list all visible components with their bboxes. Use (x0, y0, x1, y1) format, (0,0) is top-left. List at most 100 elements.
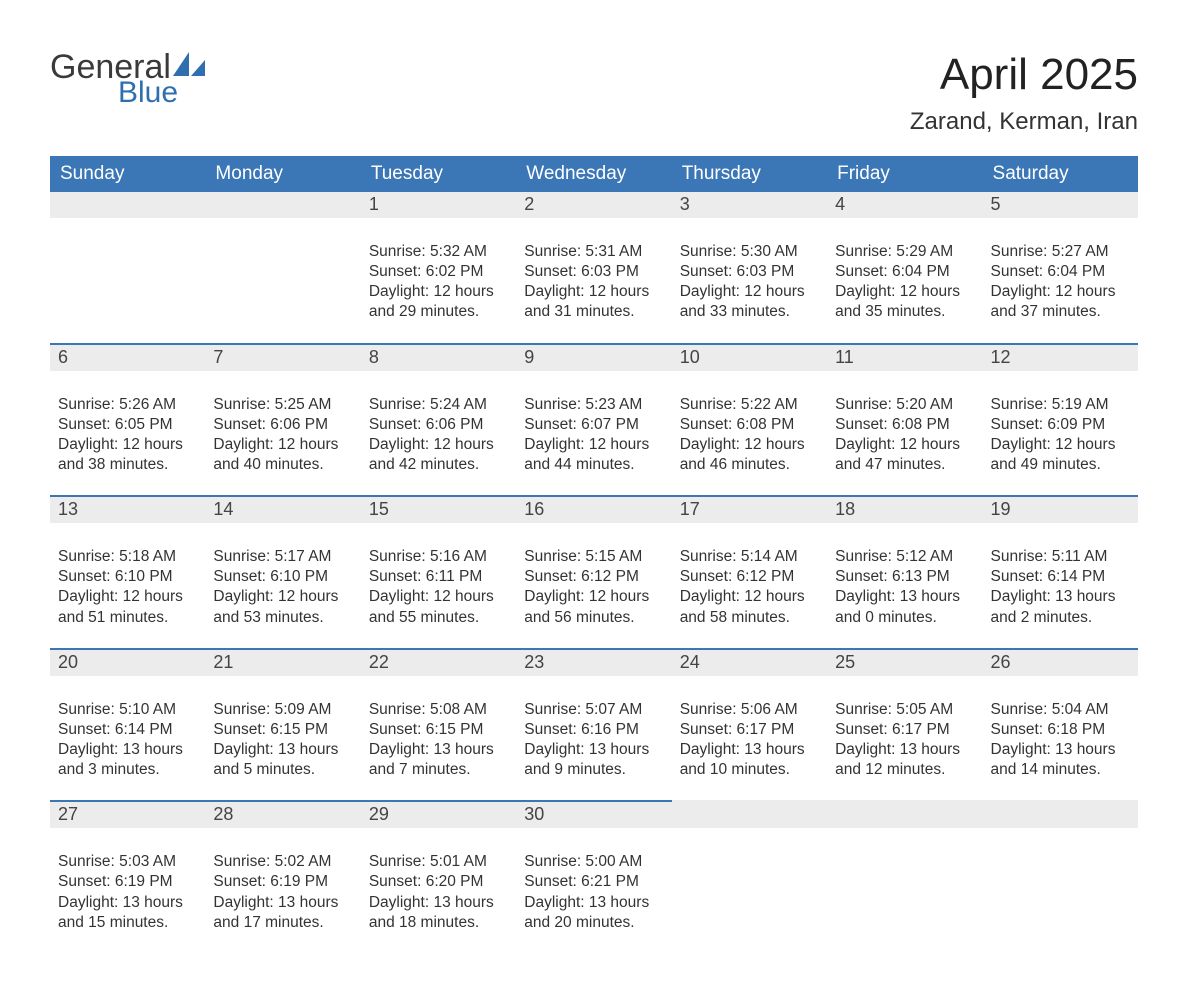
day-number: 3 (672, 192, 827, 218)
sunset-line: Sunset: 6:11 PM (369, 567, 508, 587)
day-number (827, 800, 982, 828)
calendar-page: General Blue April 2025 Zarand, Kerman, … (0, 0, 1188, 983)
day-cell: Sunrise: 5:20 AMSunset: 6:08 PMDaylight:… (827, 391, 982, 496)
month-title: April 2025 (910, 50, 1138, 100)
day-number: 14 (205, 495, 360, 523)
weekday-header: Thursday (672, 156, 827, 192)
sunset-line: Sunset: 6:16 PM (524, 720, 663, 740)
daylight-line: Daylight: 12 hours and 40 minutes. (213, 435, 352, 475)
day-cell: Sunrise: 5:06 AMSunset: 6:17 PMDaylight:… (672, 696, 827, 801)
weekday-header: Friday (827, 156, 982, 192)
sunrise-line: Sunrise: 5:25 AM (213, 395, 352, 415)
daylight-line: Daylight: 13 hours and 14 minutes. (991, 740, 1130, 780)
calendar-table: SundayMondayTuesdayWednesdayThursdayFrid… (50, 156, 1138, 953)
sunrise-line: Sunrise: 5:03 AM (58, 852, 197, 872)
daylight-line: Daylight: 12 hours and 42 minutes. (369, 435, 508, 475)
sunrise-line: Sunrise: 5:02 AM (213, 852, 352, 872)
page-header: General Blue April 2025 Zarand, Kerman, … (50, 50, 1138, 136)
sunrise-line: Sunrise: 5:18 AM (58, 547, 197, 567)
sunset-line: Sunset: 6:02 PM (369, 262, 508, 282)
sunset-line: Sunset: 6:21 PM (524, 872, 663, 892)
day-cell: Sunrise: 5:19 AMSunset: 6:09 PMDaylight:… (983, 391, 1138, 496)
day-number: 22 (361, 648, 516, 676)
day-cell: Sunrise: 5:32 AMSunset: 6:02 PMDaylight:… (361, 238, 516, 343)
day-cell: Sunrise: 5:08 AMSunset: 6:15 PMDaylight:… (361, 696, 516, 801)
day-cell: Sunrise: 5:18 AMSunset: 6:10 PMDaylight:… (50, 543, 205, 648)
day-number: 8 (361, 343, 516, 371)
daylight-line: Daylight: 12 hours and 55 minutes. (369, 587, 508, 627)
sunset-line: Sunset: 6:12 PM (524, 567, 663, 587)
sunset-line: Sunset: 6:03 PM (524, 262, 663, 282)
sunrise-line: Sunrise: 5:10 AM (58, 700, 197, 720)
sunset-line: Sunset: 6:08 PM (680, 415, 819, 435)
day-number: 12 (983, 343, 1138, 371)
daylight-line: Daylight: 13 hours and 2 minutes. (991, 587, 1130, 627)
day-cell: Sunrise: 5:16 AMSunset: 6:11 PMDaylight:… (361, 543, 516, 648)
day-cell (50, 238, 205, 343)
day-cell (827, 848, 982, 953)
day-number: 9 (516, 343, 671, 371)
daylight-line: Daylight: 13 hours and 0 minutes. (835, 587, 974, 627)
day-number: 29 (361, 800, 516, 828)
daylight-line: Daylight: 12 hours and 38 minutes. (58, 435, 197, 475)
sunset-line: Sunset: 6:04 PM (991, 262, 1130, 282)
sunrise-line: Sunrise: 5:23 AM (524, 395, 663, 415)
day-cell: Sunrise: 5:04 AMSunset: 6:18 PMDaylight:… (983, 696, 1138, 801)
daylight-line: Daylight: 13 hours and 12 minutes. (835, 740, 974, 780)
sunrise-line: Sunrise: 5:01 AM (369, 852, 508, 872)
day-number: 2 (516, 192, 671, 218)
sunset-line: Sunset: 6:12 PM (680, 567, 819, 587)
sunrise-line: Sunrise: 5:12 AM (835, 547, 974, 567)
day-cell: Sunrise: 5:12 AMSunset: 6:13 PMDaylight:… (827, 543, 982, 648)
calendar-header-row: SundayMondayTuesdayWednesdayThursdayFrid… (50, 156, 1138, 192)
sunrise-line: Sunrise: 5:09 AM (213, 700, 352, 720)
day-number: 10 (672, 343, 827, 371)
day-cell: Sunrise: 5:29 AMSunset: 6:04 PMDaylight:… (827, 238, 982, 343)
daylight-line: Daylight: 13 hours and 3 minutes. (58, 740, 197, 780)
sunset-line: Sunset: 6:19 PM (58, 872, 197, 892)
sunset-line: Sunset: 6:14 PM (58, 720, 197, 740)
sunset-line: Sunset: 6:15 PM (213, 720, 352, 740)
sunset-line: Sunset: 6:19 PM (213, 872, 352, 892)
daylight-line: Daylight: 13 hours and 15 minutes. (58, 893, 197, 933)
sunrise-line: Sunrise: 5:11 AM (991, 547, 1130, 567)
day-number: 21 (205, 648, 360, 676)
day-cell (983, 848, 1138, 953)
sunset-line: Sunset: 6:04 PM (835, 262, 974, 282)
weekday-header: Tuesday (361, 156, 516, 192)
daylight-line: Daylight: 12 hours and 46 minutes. (680, 435, 819, 475)
day-number: 16 (516, 495, 671, 523)
day-number: 30 (516, 800, 671, 828)
sunrise-line: Sunrise: 5:07 AM (524, 700, 663, 720)
day-number: 24 (672, 648, 827, 676)
day-cell (672, 848, 827, 953)
day-number: 27 (50, 800, 205, 828)
sunset-line: Sunset: 6:09 PM (991, 415, 1130, 435)
day-number: 4 (827, 192, 982, 218)
day-cell (205, 238, 360, 343)
weekday-header: Saturday (983, 156, 1138, 192)
sunrise-line: Sunrise: 5:14 AM (680, 547, 819, 567)
sunset-line: Sunset: 6:06 PM (213, 415, 352, 435)
daylight-line: Daylight: 13 hours and 20 minutes. (524, 893, 663, 933)
sunrise-line: Sunrise: 5:15 AM (524, 547, 663, 567)
daylight-line: Daylight: 12 hours and 35 minutes. (835, 282, 974, 322)
day-number: 15 (361, 495, 516, 523)
location-subtitle: Zarand, Kerman, Iran (910, 108, 1138, 136)
sunset-line: Sunset: 6:05 PM (58, 415, 197, 435)
sunset-line: Sunset: 6:13 PM (835, 567, 974, 587)
day-cell: Sunrise: 5:30 AMSunset: 6:03 PMDaylight:… (672, 238, 827, 343)
daylight-line: Daylight: 13 hours and 5 minutes. (213, 740, 352, 780)
sunset-line: Sunset: 6:10 PM (213, 567, 352, 587)
day-number (50, 192, 205, 218)
daylight-line: Daylight: 12 hours and 53 minutes. (213, 587, 352, 627)
day-number: 20 (50, 648, 205, 676)
day-cell: Sunrise: 5:07 AMSunset: 6:16 PMDaylight:… (516, 696, 671, 801)
sunset-line: Sunset: 6:10 PM (58, 567, 197, 587)
title-block: April 2025 Zarand, Kerman, Iran (910, 50, 1138, 136)
sunrise-line: Sunrise: 5:05 AM (835, 700, 974, 720)
day-cell: Sunrise: 5:14 AMSunset: 6:12 PMDaylight:… (672, 543, 827, 648)
day-cell: Sunrise: 5:02 AMSunset: 6:19 PMDaylight:… (205, 848, 360, 953)
day-cell: Sunrise: 5:23 AMSunset: 6:07 PMDaylight:… (516, 391, 671, 496)
sunset-line: Sunset: 6:17 PM (680, 720, 819, 740)
